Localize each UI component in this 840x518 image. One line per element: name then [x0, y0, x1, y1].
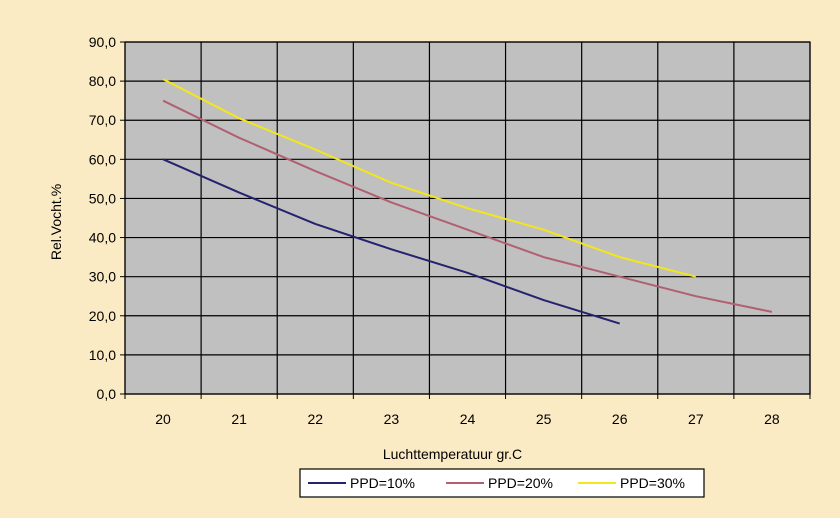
legend-label: PPD=10% — [350, 475, 415, 491]
x-tick-label: 28 — [764, 411, 780, 427]
x-axis-title: Luchttemperatuur gr.C — [383, 446, 522, 462]
x-tick-label: 25 — [536, 411, 552, 427]
y-tick-label: 30,0 — [89, 269, 116, 285]
x-tick-label: 27 — [688, 411, 704, 427]
y-axis-ticks: 0,0 10,0 20,0 30,0 40,0 50,0 60,0 70,0 80,0 90,0 — [89, 34, 125, 402]
y-tick-label: 70,0 — [89, 112, 116, 128]
legend: PPD=10% PPD=20% PPD=30% — [299, 468, 705, 498]
y-tick-label: 40,0 — [89, 230, 116, 246]
x-tick-label: 21 — [231, 411, 247, 427]
y-tick-label: 90,0 — [89, 34, 116, 50]
x-tick-label: 22 — [307, 411, 323, 427]
legend-label: PPD=30% — [620, 475, 685, 491]
legend-label: PPD=20% — [488, 475, 553, 491]
y-tick-label: 20,0 — [89, 308, 116, 324]
legend-box — [299, 468, 705, 498]
y-tick-label: 50,0 — [89, 190, 116, 206]
y-tick-label: 0,0 — [97, 386, 117, 402]
series-line-3 — [162, 78, 697, 278]
y-axis-title: Rel.Vocht.% — [48, 184, 64, 260]
x-tick-label: 26 — [612, 411, 628, 427]
series-line-2 — [162, 99, 773, 313]
y-tick-label: 60,0 — [89, 151, 116, 167]
series-line-1 — [162, 158, 620, 325]
x-tick-label: 20 — [155, 411, 171, 427]
series-lines — [162, 78, 773, 325]
gridlines — [124, 41, 811, 395]
y-tick-label: 10,0 — [89, 347, 116, 363]
x-tick-label: 23 — [384, 411, 400, 427]
x-tick-label: 24 — [460, 411, 476, 427]
plot-area — [125, 42, 810, 394]
y-tick-label: 80,0 — [89, 73, 116, 89]
plot-border — [124, 41, 811, 395]
x-axis-ticks: 20 21 22 23 24 25 26 27 28 — [124, 394, 811, 427]
